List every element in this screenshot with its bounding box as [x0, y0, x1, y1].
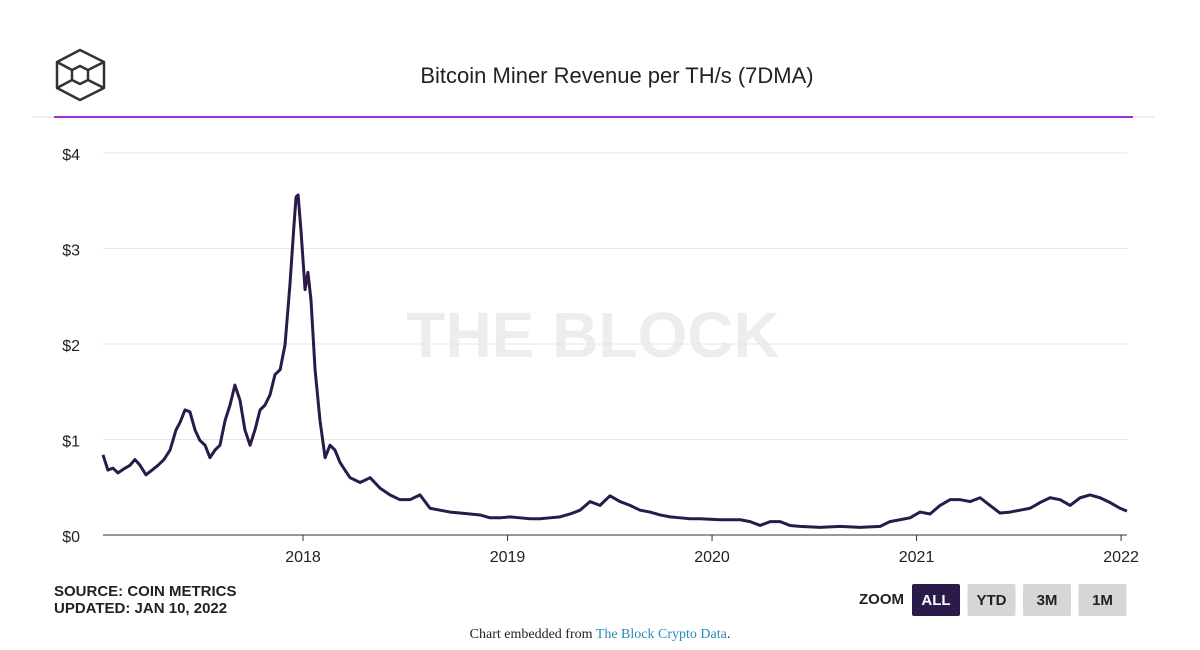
footer: Chart embedded from The Block Crypto Dat…	[470, 627, 731, 642]
zoom-label: ZOOM	[859, 591, 904, 608]
zoom-button-label: 1M	[1092, 592, 1113, 609]
x-tick-label: 2019	[490, 549, 526, 566]
source: SOURCE: COIN METRICS	[54, 583, 237, 600]
x-tick-label: 2022	[1103, 549, 1139, 566]
x-tick-label: 2018	[285, 549, 321, 566]
zoom-button-bg	[1023, 584, 1071, 616]
zoom-button-bg	[912, 584, 960, 616]
data-line	[101, 193, 1128, 529]
zoom-button-bg	[967, 584, 1016, 616]
y-tick-label: $4	[62, 147, 80, 164]
zoom-button[interactable]: ALL	[912, 584, 960, 616]
x-tick-label: 2021	[899, 549, 935, 566]
footer-prefix: Chart embedded from	[470, 627, 593, 642]
x-tick-label: 2020	[694, 549, 730, 566]
zoom-buttons: ALL YTD 3M 1M	[912, 584, 1127, 616]
zoom-button[interactable]: 1M	[1078, 584, 1127, 616]
y-tick-label: $2	[62, 338, 80, 355]
y-tick-label: $0	[62, 529, 80, 546]
zoom-button-label: 3M	[1037, 592, 1058, 609]
watermark: THE BLOCK	[406, 299, 779, 371]
zoom-button-bg	[1078, 584, 1127, 616]
zoom-button[interactable]: YTD	[967, 584, 1016, 616]
y-tick-label: $3	[62, 243, 80, 260]
y-tick-label: $1	[62, 434, 80, 451]
zoom-button-label: ALL	[921, 592, 950, 609]
footer-suffix: .	[727, 627, 731, 642]
zoom-button[interactable]: 3M	[1023, 584, 1071, 616]
logo	[55, 48, 106, 102]
chart-title: Bitcoin Miner Revenue per TH/s (7DMA)	[420, 63, 813, 88]
zoom-button-label: YTD	[977, 592, 1007, 609]
updated: UPDATED: JAN 10, 2022	[54, 600, 227, 617]
footer-link[interactable]: The Block Crypto Data	[596, 627, 728, 642]
plot-area: $0 $1 $2 $3 $4 2018 2019 2020 2021 2022	[62, 147, 1139, 566]
